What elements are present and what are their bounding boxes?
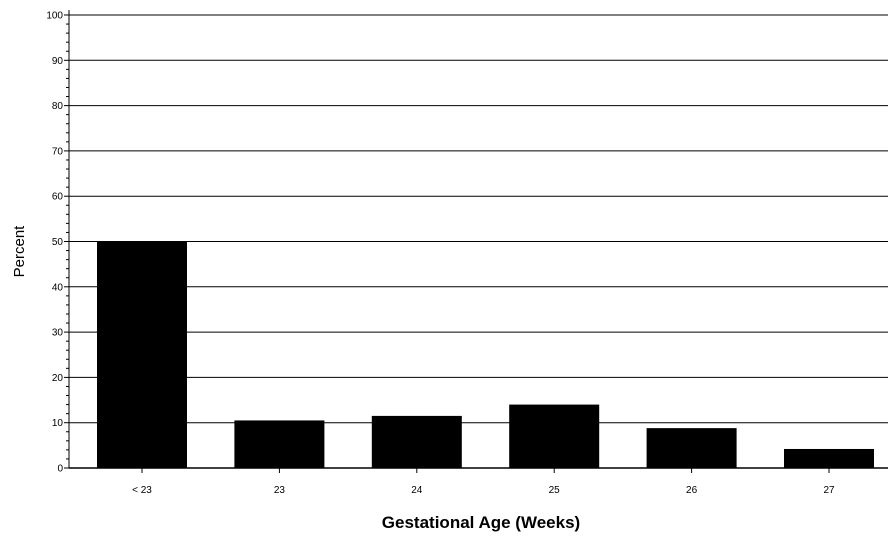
- y-tick-label: 10: [52, 418, 64, 429]
- y-tick-label: 40: [52, 282, 64, 293]
- y-tick-label: 20: [52, 373, 64, 384]
- y-tick-label: 100: [46, 11, 63, 22]
- bar: [97, 241, 187, 468]
- bar: [371, 415, 462, 468]
- x-tick-label: 24: [411, 485, 423, 496]
- bar: [784, 448, 874, 468]
- y-tick-label: 30: [52, 328, 64, 339]
- x-tick-labels: < 23 23 24 25 26 27: [132, 485, 835, 496]
- bar: [646, 428, 737, 468]
- x-axis-title: Gestational Age (Weeks): [382, 513, 580, 532]
- y-tick-label: 0: [57, 464, 63, 475]
- bar: [234, 420, 325, 468]
- y-tick-label: 50: [52, 237, 64, 248]
- y-tick-label: 90: [52, 56, 64, 67]
- y-axis-title: Percent: [11, 225, 28, 278]
- bars: [97, 241, 874, 473]
- x-tick-label: 27: [823, 485, 835, 496]
- y-tick-label: 70: [52, 146, 64, 157]
- x-tick-label: 25: [549, 485, 561, 496]
- gridlines: [64, 14, 888, 469]
- x-tick-label: 26: [686, 485, 698, 496]
- y-tick-labels: 0 10 20 30 40 50 60 70 80 90 100: [46, 11, 63, 475]
- x-tick-label: 23: [274, 485, 286, 496]
- y-tick-label: 80: [52, 101, 64, 112]
- y-tick-label: 60: [52, 192, 64, 203]
- axes: [68, 10, 888, 469]
- x-tick-label: < 23: [132, 485, 152, 496]
- bar: [509, 404, 600, 468]
